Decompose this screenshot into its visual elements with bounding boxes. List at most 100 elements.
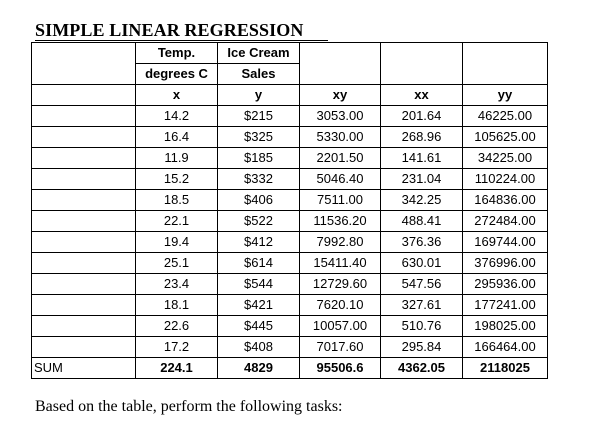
cell-y: $421 <box>217 294 300 316</box>
header-y-line2: Sales <box>217 63 300 85</box>
cell-y: $332 <box>217 168 300 190</box>
cell-xx: 141.61 <box>380 147 463 169</box>
table-row: 17.2 $408 7017.60 295.84 166464.00 <box>31 336 548 358</box>
row-label-cell <box>31 315 136 337</box>
cell-xy: 2201.50 <box>299 147 381 169</box>
cell-y: $215 <box>217 105 300 127</box>
cell-yy: 198025.00 <box>462 315 548 337</box>
cell-xx: 547.56 <box>380 273 463 295</box>
cell-x: 18.5 <box>135 189 218 211</box>
cell-xy: 7017.60 <box>299 336 381 358</box>
row-label-cell <box>31 336 136 358</box>
cell-xy: 7992.80 <box>299 231 381 253</box>
row-label-cell <box>31 273 136 295</box>
cell-xx: 295.84 <box>380 336 463 358</box>
cell-y: $325 <box>217 126 300 148</box>
cell-xy: 11536.20 <box>299 210 381 232</box>
table-row: 18.1 $421 7620.10 327.61 177241.00 <box>31 294 548 316</box>
header-x-line1: Temp. <box>135 42 218 64</box>
cell-xx: 201.64 <box>380 105 463 127</box>
sum-row: SUM 224.1 4829 95506.6 4362.05 2118025 <box>31 357 548 379</box>
document-title: SIMPLE LINEAR REGRESSION <box>35 20 304 40</box>
cell-y: $185 <box>217 147 300 169</box>
table-row: 23.4 $544 12729.60 547.56 295936.00 <box>31 273 548 295</box>
row-label-cell <box>31 105 136 127</box>
cell-yy: 166464.00 <box>462 336 548 358</box>
cell-xy: 3053.00 <box>299 105 381 127</box>
cell-x: 22.6 <box>135 315 218 337</box>
row-label-cell <box>31 168 136 190</box>
cell-xx: 231.04 <box>380 168 463 190</box>
row-label-cell <box>31 294 136 316</box>
header-x: x <box>135 84 218 106</box>
cell-yy: 34225.00 <box>462 147 548 169</box>
cell-x: 11.9 <box>135 147 218 169</box>
cell-y: $412 <box>217 231 300 253</box>
row-label-cell <box>31 210 136 232</box>
sum-x: 224.1 <box>135 357 218 379</box>
cell-x: 23.4 <box>135 273 218 295</box>
cell-xx: 510.76 <box>380 315 463 337</box>
title-underline <box>35 40 328 41</box>
cell-xx: 488.41 <box>380 210 463 232</box>
cell-xy: 7620.10 <box>299 294 381 316</box>
sum-label: SUM <box>31 357 136 379</box>
cell-xy: 12729.60 <box>299 273 381 295</box>
row-label-cell <box>31 147 136 169</box>
cell-y: $408 <box>217 336 300 358</box>
cell-yy: 46225.00 <box>462 105 548 127</box>
cell-yy: 177241.00 <box>462 294 548 316</box>
header-xx: xx <box>380 84 463 106</box>
header-row-1: Temp. Ice Cream <box>31 42 548 85</box>
cell-x: 14.2 <box>135 105 218 127</box>
table-row: 22.1 $522 11536.20 488.41 272484.00 <box>31 210 548 232</box>
header-label-blank <box>31 84 136 106</box>
header-yy: yy <box>462 84 548 106</box>
cell-x: 17.2 <box>135 336 218 358</box>
cell-x: 15.2 <box>135 168 218 190</box>
row-label-cell <box>31 231 136 253</box>
regression-table: Temp. Ice Cream degrees C Sales x y xy x… <box>31 42 548 379</box>
table-row: 11.9 $185 2201.50 141.61 34225.00 <box>31 147 548 169</box>
cell-y: $445 <box>217 315 300 337</box>
header-y-line1: Ice Cream <box>217 42 300 64</box>
header-y: y <box>217 84 300 106</box>
row-label-cell <box>31 126 136 148</box>
cell-xy: 15411.40 <box>299 252 381 274</box>
sum-yy: 2118025 <box>462 357 548 379</box>
cell-y: $406 <box>217 189 300 211</box>
header-yy-blank <box>462 42 548 85</box>
table-row: 15.2 $332 5046.40 231.04 110224.00 <box>31 168 548 190</box>
cell-xy: 7511.00 <box>299 189 381 211</box>
cell-y: $614 <box>217 252 300 274</box>
table-row: 25.1 $614 15411.40 630.01 376996.00 <box>31 252 548 274</box>
row-label-cell <box>31 252 136 274</box>
table-row: 22.6 $445 10057.00 510.76 198025.00 <box>31 315 548 337</box>
header-row-3: x y xy xx yy <box>31 84 548 106</box>
cell-yy: 164836.00 <box>462 189 548 211</box>
cell-y: $544 <box>217 273 300 295</box>
cell-x: 25.1 <box>135 252 218 274</box>
cell-yy: 272484.00 <box>462 210 548 232</box>
cell-yy: 169744.00 <box>462 231 548 253</box>
header-xx-blank <box>380 42 463 85</box>
cell-xy: 10057.00 <box>299 315 381 337</box>
cell-xx: 376.36 <box>380 231 463 253</box>
cell-xx: 268.96 <box>380 126 463 148</box>
cell-x: 22.1 <box>135 210 218 232</box>
table-row: 19.4 $412 7992.80 376.36 169744.00 <box>31 231 548 253</box>
header-xy-blank <box>299 42 381 85</box>
cell-y: $522 <box>217 210 300 232</box>
table-row: 14.2 $215 3053.00 201.64 46225.00 <box>31 105 548 127</box>
cell-yy: 105625.00 <box>462 126 548 148</box>
table-row: 16.4 $325 5330.00 268.96 105625.00 <box>31 126 548 148</box>
instructions-text: Based on the table, perform the followin… <box>35 398 343 415</box>
header-xy: xy <box>299 84 381 106</box>
sum-xx: 4362.05 <box>380 357 463 379</box>
sum-xy: 95506.6 <box>299 357 381 379</box>
cell-yy: 110224.00 <box>462 168 548 190</box>
cell-x: 16.4 <box>135 126 218 148</box>
header-x-line2: degrees C <box>135 63 218 85</box>
row-label-cell <box>31 189 136 211</box>
cell-x: 19.4 <box>135 231 218 253</box>
